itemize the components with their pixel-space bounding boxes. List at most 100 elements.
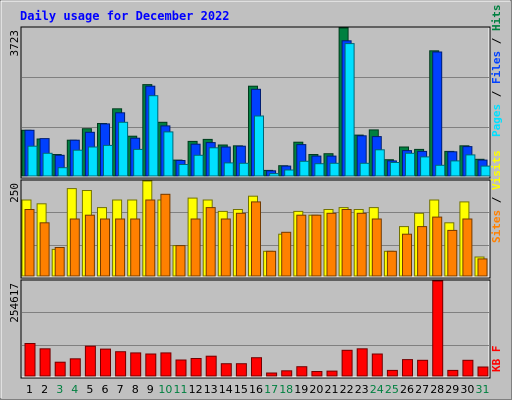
bar-kb-f-day-28	[432, 280, 444, 377]
legend-entry-visits: Visits	[490, 150, 503, 190]
x-tick-day-27: 27	[415, 383, 429, 396]
panel-visits: 250	[8, 179, 491, 279]
x-tick-day-11: 11	[174, 383, 188, 396]
panel-hits-bars	[21, 27, 491, 177]
bar-pages-day-29	[450, 160, 461, 177]
bar-pages-day-31	[480, 165, 491, 177]
bar-kb-f-day-9	[145, 353, 157, 377]
bar-kb-f-day-16	[251, 357, 262, 377]
bar-kb-f-day-26	[402, 359, 413, 377]
bar-sites-day-8	[130, 218, 141, 277]
x-tick-day-9: 9	[147, 383, 154, 396]
bar-sites-day-20	[311, 214, 322, 277]
bar-pages-day-26	[405, 152, 415, 177]
bar-sites-day-11	[175, 245, 186, 277]
legend-separator: /	[490, 84, 503, 104]
x-tick-day-17: 17	[264, 383, 278, 396]
bar-pages-day-20	[314, 163, 325, 177]
bar-sites-day-26	[402, 233, 412, 277]
x-tick-day-22: 22	[340, 383, 354, 396]
legend-entry-kb-f: KB F	[490, 346, 503, 373]
panel-kbytes: 254617	[8, 279, 491, 379]
bar-kb-f-day-17	[266, 372, 278, 377]
legend-separator: /	[490, 190, 503, 210]
bar-pages-day-7	[118, 121, 129, 177]
legend-entry-hits: Hits	[490, 5, 503, 32]
bar-sites-day-23	[356, 212, 367, 277]
bar-sites-day-18	[281, 231, 292, 277]
day-tick-labels: 1 2 3 4 5 6 7 8 9 10 11 12 13 14 15 16 17 18 19 20 21 22 23 24 2…	[26, 383, 490, 396]
bar-pages-day-10	[163, 131, 174, 177]
x-tick-day-20: 20	[309, 383, 323, 396]
panel-hits-ymax: 3723	[8, 30, 21, 57]
panel-kbytes-bars	[24, 280, 489, 377]
bar-pages-day-12	[193, 154, 204, 177]
bar-sites-day-19	[296, 214, 307, 277]
panel-visits-bars	[21, 180, 488, 277]
bar-sites-day-12	[190, 218, 201, 277]
x-tick-day-5: 5	[86, 383, 93, 396]
x-tick-day-24: 24	[370, 383, 384, 396]
bar-sites-day-29	[447, 229, 458, 277]
x-tick-day-28: 28	[430, 383, 444, 396]
legend-panel-2: Sites / Visits	[490, 150, 503, 243]
bar-kb-f-day-30	[462, 359, 474, 377]
legend-entry-sites: Sites	[490, 210, 503, 243]
bar-kb-f-day-3	[54, 361, 66, 377]
bar-pages-day-24	[374, 149, 385, 177]
bar-sites-day-10	[160, 193, 171, 277]
bar-sites-day-22	[341, 209, 352, 277]
bar-sites-day-17	[266, 250, 277, 277]
bar-pages-day-4	[72, 149, 83, 177]
x-tick-day-30: 30	[460, 383, 474, 396]
legend-panel-1: Pages / Files / Hits	[490, 5, 503, 138]
x-tick-day-3: 3	[56, 383, 63, 396]
bar-pages-day-2	[42, 152, 53, 177]
bar-sites-day-16	[251, 201, 261, 277]
x-tick-day-25: 25	[385, 383, 399, 396]
bar-kb-f-day-7	[115, 351, 127, 377]
bar-sites-day-24	[371, 218, 382, 277]
bar-kb-f-day-23	[356, 348, 368, 377]
bar-pages-day-8	[133, 148, 144, 177]
bar-pages-day-23	[359, 162, 370, 177]
legend-panel-3: KB F	[490, 346, 503, 373]
bar-pages-day-5	[87, 146, 98, 177]
bar-sites-day-6	[100, 218, 110, 277]
x-tick-day-13: 13	[204, 383, 218, 396]
bar-kb-f-day-25	[386, 369, 398, 377]
bar-kb-f-day-4	[69, 358, 81, 377]
x-tick-day-15: 15	[234, 383, 248, 396]
bar-kb-f-day-18	[281, 370, 293, 377]
bar-kb-f-day-22	[341, 349, 353, 377]
bar-kb-f-day-24	[371, 353, 383, 377]
bar-sites-day-1	[24, 209, 35, 277]
bar-sites-day-15	[235, 212, 246, 277]
x-tick-day-7: 7	[117, 383, 124, 396]
panel-kbytes-grid	[22, 312, 489, 346]
bar-sites-day-28	[432, 216, 443, 277]
bar-kb-f-day-10	[160, 352, 172, 377]
legend-separator: /	[490, 31, 503, 51]
bar-pages-day-11	[178, 164, 189, 177]
x-tick-day-26: 26	[400, 383, 414, 396]
chart-title: Daily usage for December 2022	[20, 9, 230, 23]
bar-sites-day-3	[54, 247, 65, 277]
bar-pages-day-18	[284, 169, 295, 177]
bar-kb-f-day-29	[447, 369, 459, 377]
bar-sites-day-27	[417, 226, 428, 277]
bar-sites-day-14	[220, 218, 231, 277]
bar-kb-f-day-27	[417, 359, 429, 377]
bar-sites-day-25	[386, 250, 397, 277]
x-tick-day-10: 10	[158, 383, 172, 396]
panel-kbytes-ymax: 254617	[8, 283, 21, 323]
bar-pages-day-15	[238, 162, 249, 177]
bar-pages-day-16	[254, 115, 264, 177]
x-tick-day-14: 14	[219, 383, 233, 396]
bar-kb-f-day-19	[296, 366, 308, 377]
panel-visits-ymax: 250	[8, 183, 21, 203]
x-tick-day-21: 21	[325, 383, 339, 396]
bar-kb-f-day-21	[326, 370, 338, 377]
legend-entry-files: Files	[490, 51, 503, 84]
bar-pages-day-27	[420, 156, 431, 177]
